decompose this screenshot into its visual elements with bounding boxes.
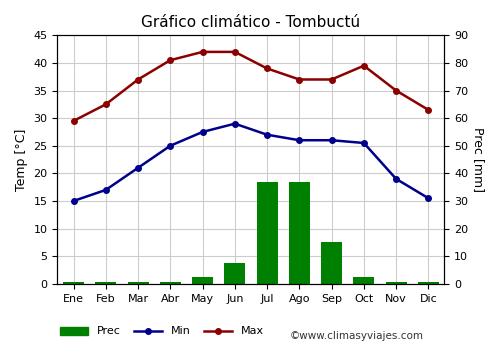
Legend: Prec, Min, Max: Prec, Min, Max bbox=[56, 322, 268, 341]
Y-axis label: Temp [°C]: Temp [°C] bbox=[15, 128, 28, 191]
Bar bbox=[321, 242, 342, 284]
Bar bbox=[192, 277, 213, 284]
Bar bbox=[289, 182, 310, 284]
Bar bbox=[224, 263, 246, 284]
Bar bbox=[418, 282, 439, 284]
Bar bbox=[354, 277, 374, 284]
Bar bbox=[160, 282, 181, 284]
Bar bbox=[63, 282, 84, 284]
Bar bbox=[256, 182, 278, 284]
Title: Gráfico climático - Tombuctú: Gráfico climático - Tombuctú bbox=[142, 15, 360, 30]
Bar bbox=[96, 282, 116, 284]
Bar bbox=[386, 282, 406, 284]
Text: ©www.climasyviajes.com: ©www.climasyviajes.com bbox=[290, 331, 424, 341]
Bar bbox=[128, 282, 148, 284]
Y-axis label: Prec [mm]: Prec [mm] bbox=[472, 127, 485, 192]
